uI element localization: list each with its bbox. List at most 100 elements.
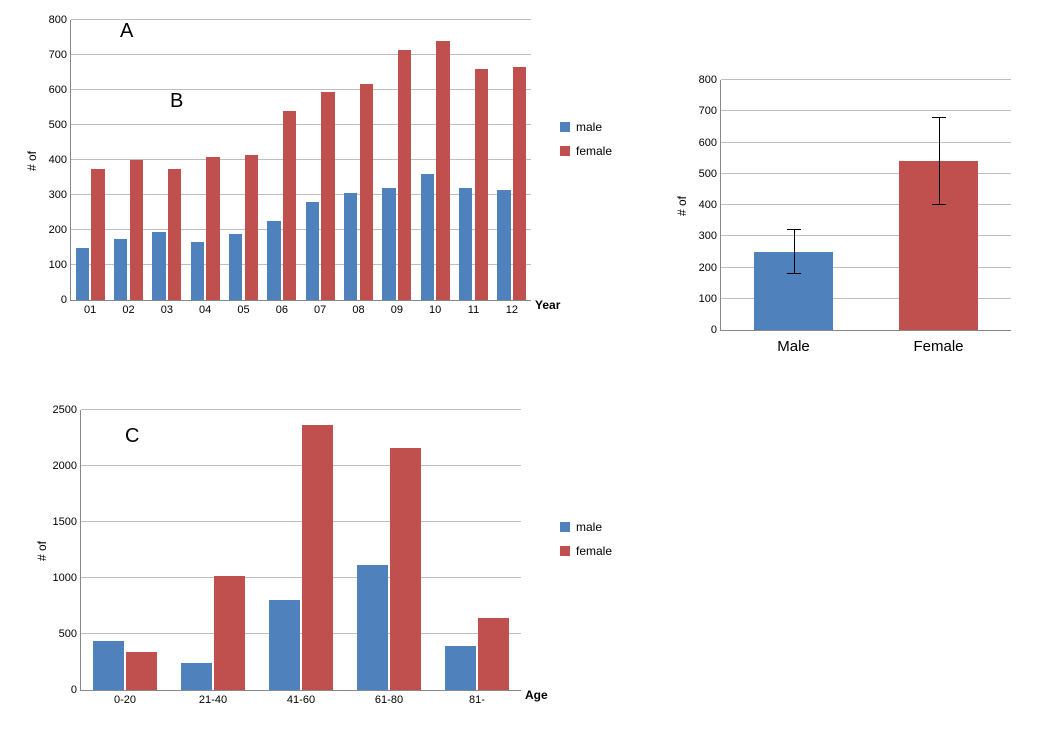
bar bbox=[126, 652, 157, 690]
legend-label: male bbox=[576, 120, 602, 134]
chart-a-xlabel: Year bbox=[535, 298, 560, 312]
bar bbox=[421, 174, 434, 300]
xtick-label: 01 bbox=[84, 300, 96, 316]
ytick-label: 0 bbox=[61, 294, 71, 306]
chart-a-plot: 0100200300400500600700800010203040506070… bbox=[70, 20, 531, 301]
bar bbox=[445, 646, 476, 690]
ytick-label: 600 bbox=[49, 84, 71, 96]
gridline bbox=[81, 409, 521, 410]
ytick-label: 2500 bbox=[53, 404, 81, 416]
bar bbox=[344, 193, 357, 300]
bar bbox=[191, 242, 204, 300]
xtick-label: Male bbox=[777, 330, 810, 355]
bar bbox=[382, 188, 395, 300]
legend-item: female bbox=[560, 544, 612, 558]
bar bbox=[398, 50, 411, 300]
ytick-label: 200 bbox=[699, 262, 721, 274]
gridline bbox=[81, 577, 521, 578]
legend-label: male bbox=[576, 520, 602, 534]
gridline bbox=[81, 633, 521, 634]
chart-a: A # of 010020030040050060070080001020304… bbox=[20, 10, 630, 350]
ytick-label: 100 bbox=[49, 259, 71, 271]
bar bbox=[229, 234, 242, 301]
bar bbox=[93, 641, 124, 690]
bar bbox=[76, 248, 89, 301]
gridline bbox=[71, 19, 531, 20]
ytick-label: 100 bbox=[699, 293, 721, 305]
ytick-label: 400 bbox=[49, 154, 71, 166]
chart-c-plot: 050010001500200025000-2021-4041-6061-808… bbox=[80, 410, 521, 691]
xtick-label: 05 bbox=[237, 300, 249, 316]
xtick-label: 21-40 bbox=[199, 690, 227, 706]
error-cap bbox=[787, 229, 801, 230]
legend-label: female bbox=[576, 544, 612, 558]
bar bbox=[390, 448, 421, 690]
legend-swatch bbox=[560, 546, 570, 556]
chart-b-ylabel: # of bbox=[675, 196, 689, 216]
chart-c: C # of 050010001500200025000-2021-4041-6… bbox=[20, 400, 630, 720]
bar bbox=[267, 221, 280, 300]
xtick-label: 0-20 bbox=[114, 690, 136, 706]
ytick-label: 500 bbox=[59, 628, 81, 640]
ytick-label: 800 bbox=[49, 14, 71, 26]
bar bbox=[214, 576, 245, 690]
ytick-label: 500 bbox=[49, 119, 71, 131]
xtick-label: 41-60 bbox=[287, 690, 315, 706]
bar bbox=[302, 425, 333, 690]
legend-item: male bbox=[560, 120, 612, 134]
xtick-label: 12 bbox=[506, 300, 518, 316]
chart-a-ylabel: # of bbox=[25, 151, 39, 171]
legend-item: female bbox=[560, 144, 612, 158]
error-bar bbox=[794, 230, 795, 274]
legend-label: female bbox=[576, 144, 612, 158]
legend-swatch bbox=[560, 522, 570, 532]
ytick-label: 700 bbox=[49, 49, 71, 61]
bar bbox=[91, 169, 104, 300]
bar bbox=[114, 239, 127, 300]
chart-b: B # of 0100200300400500600700800MaleFema… bbox=[670, 60, 1030, 370]
chart-c-legend: male female bbox=[560, 520, 612, 568]
ytick-label: 0 bbox=[71, 684, 81, 696]
xtick-label: 10 bbox=[429, 300, 441, 316]
ytick-label: 600 bbox=[699, 137, 721, 149]
ytick-label: 0 bbox=[711, 324, 721, 336]
ytick-label: 400 bbox=[699, 199, 721, 211]
error-cap bbox=[932, 204, 946, 205]
gridline bbox=[71, 54, 531, 55]
gridline bbox=[721, 142, 1011, 143]
bar bbox=[245, 155, 258, 300]
gridline bbox=[81, 521, 521, 522]
legend-swatch bbox=[560, 122, 570, 132]
xtick-label: 11 bbox=[468, 300, 479, 316]
xtick-label: Female bbox=[913, 330, 963, 355]
bar bbox=[168, 169, 181, 300]
gridline bbox=[71, 124, 531, 125]
bar bbox=[436, 41, 449, 300]
chart-b-plot: 0100200300400500600700800MaleFemale bbox=[720, 80, 1011, 331]
xtick-label: 61-80 bbox=[375, 690, 403, 706]
xtick-label: 81- bbox=[469, 690, 485, 706]
chart-c-xlabel: Age bbox=[525, 688, 548, 702]
bar bbox=[475, 69, 488, 300]
error-cap bbox=[787, 273, 801, 274]
xtick-label: 04 bbox=[199, 300, 211, 316]
error-bar bbox=[939, 118, 940, 206]
ytick-label: 800 bbox=[699, 74, 721, 86]
bar bbox=[206, 157, 219, 301]
panel-letter-b: B bbox=[170, 90, 183, 113]
xtick-label: 02 bbox=[122, 300, 134, 316]
legend-item: male bbox=[560, 520, 612, 534]
gridline bbox=[81, 465, 521, 466]
bar bbox=[321, 92, 334, 300]
bar bbox=[306, 202, 319, 300]
error-cap bbox=[932, 117, 946, 118]
ytick-label: 2000 bbox=[53, 460, 81, 472]
xtick-label: 08 bbox=[352, 300, 364, 316]
chart-a-legend: male female bbox=[560, 120, 612, 168]
xtick-label: 06 bbox=[276, 300, 288, 316]
gridline bbox=[71, 89, 531, 90]
xtick-label: 07 bbox=[314, 300, 326, 316]
ytick-label: 300 bbox=[49, 189, 71, 201]
bar bbox=[130, 160, 143, 300]
ytick-label: 300 bbox=[699, 230, 721, 242]
